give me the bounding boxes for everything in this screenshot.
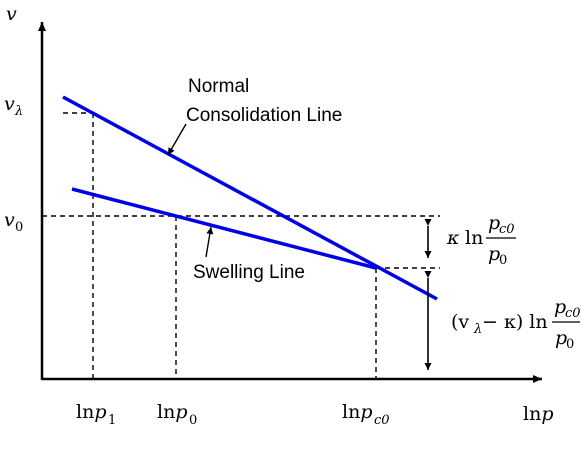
svg-text:1: 1 [108,413,116,428]
svg-text:lnp: lnp [76,401,107,423]
svg-text:κ: κ [446,227,460,249]
svg-text:ln: ln [465,227,483,249]
normal-consolidation-line [62,95,438,301]
x-axis-label: lnp [523,403,554,425]
lambda-minus-kappa-ln-annotation: (v λ − κ) ln p c0 p 0 [451,296,581,352]
svg-text:v: v [4,93,15,115]
x-tick-ln-pc0: lnp c0 [342,401,390,428]
x-tick-ln-p1: lnp 1 [76,401,116,428]
svg-text:0: 0 [189,413,197,428]
svg-text:Normal: Normal [188,76,249,97]
kappa-ln-annotation: κ ln p c0 p 0 [446,212,516,268]
swelling-pointer-arrow [205,226,214,258]
x-tick-ln-p0: lnp 0 [157,401,197,428]
svg-text:p: p [488,212,500,234]
svg-text:lnp: lnp [342,401,373,423]
svg-text:p: p [488,243,500,265]
y-tick-v-lambda: v λ [4,93,23,119]
svg-text:c0: c0 [374,413,390,428]
svg-text:λ: λ [14,104,23,119]
dashed-guides [42,112,440,379]
svg-text:c0: c0 [565,306,581,321]
y-tick-v-0: v 0 [4,209,23,235]
swelling-label: Swelling Line [193,262,305,283]
swelling-line [71,187,377,270]
svg-text:v: v [4,209,15,231]
ncl-pointer-arrow [167,123,187,156]
svg-text:p: p [555,327,567,349]
svg-text:0: 0 [15,220,23,235]
ncl-label: Normal Consolidation Line [186,76,342,126]
svg-text:c0: c0 [499,222,515,237]
svg-text:− κ) ln: − κ) ln [482,311,548,333]
svg-text:(v: (v [451,311,469,333]
svg-text:0: 0 [499,253,507,268]
svg-text:Consolidation Line: Consolidation Line [186,105,342,126]
svg-text:p: p [554,296,566,318]
svg-text:lnp: lnp [157,401,188,423]
svg-text:λ: λ [473,322,482,337]
y-axis-label: v [6,3,17,25]
svg-text:0: 0 [566,337,574,352]
